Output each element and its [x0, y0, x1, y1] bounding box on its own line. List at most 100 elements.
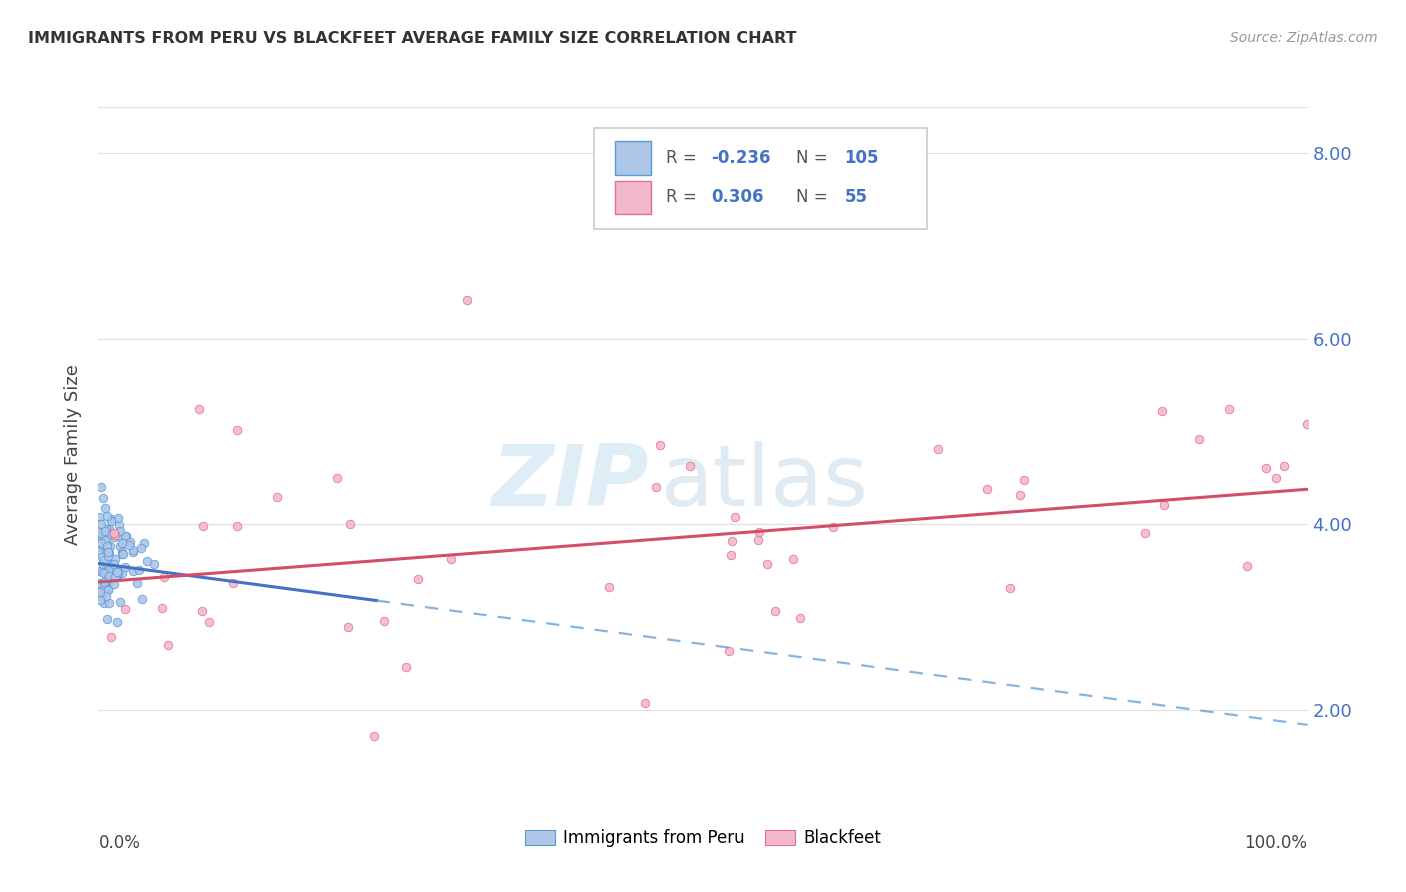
Point — [645, 480, 668, 494]
Point — [107, 510, 129, 524]
Point — [94, 579, 117, 593]
Point — [150, 600, 173, 615]
Point — [89, 583, 111, 598]
Point — [634, 696, 657, 710]
Legend: Immigrants from Peru, Blackfeet: Immigrants from Peru, Blackfeet — [519, 822, 887, 854]
Point — [1218, 401, 1240, 416]
Point — [1236, 559, 1258, 574]
Point — [1265, 471, 1288, 485]
Point — [1012, 473, 1035, 487]
Text: 0.306: 0.306 — [711, 188, 763, 206]
Point — [98, 539, 121, 553]
Point — [91, 557, 114, 571]
Point — [976, 482, 998, 496]
Point — [266, 490, 288, 504]
Point — [104, 570, 127, 584]
Point — [93, 533, 115, 548]
Point — [789, 611, 811, 625]
Point — [127, 576, 149, 591]
Point — [93, 525, 115, 540]
Point — [111, 547, 134, 561]
Text: N =: N = — [796, 188, 832, 206]
Point — [105, 565, 128, 579]
Point — [98, 546, 121, 560]
Text: ZIP: ZIP — [491, 442, 648, 524]
Point — [96, 565, 118, 579]
Point — [104, 561, 127, 575]
Point — [97, 545, 120, 559]
Point — [114, 559, 136, 574]
Point — [96, 522, 118, 536]
Point — [94, 582, 117, 597]
Point — [97, 522, 120, 536]
Point — [91, 536, 114, 550]
Point — [1000, 582, 1022, 596]
Point — [96, 612, 118, 626]
Text: 0.0%: 0.0% — [98, 834, 141, 852]
Point — [93, 575, 115, 590]
Point — [120, 535, 142, 549]
Point — [782, 551, 804, 566]
Point — [96, 580, 118, 594]
Point — [93, 596, 115, 610]
Point — [97, 567, 120, 582]
Text: N =: N = — [796, 149, 832, 167]
Point — [96, 537, 118, 551]
Text: -0.236: -0.236 — [711, 149, 770, 167]
Point — [721, 533, 744, 548]
Point — [97, 545, 120, 559]
Point — [408, 572, 430, 586]
Text: R =: R = — [665, 149, 702, 167]
Point — [110, 524, 132, 538]
Point — [96, 589, 118, 603]
Text: R =: R = — [665, 188, 702, 206]
Point — [90, 536, 112, 550]
Point — [90, 480, 112, 494]
Point — [191, 604, 214, 618]
Point — [89, 541, 111, 555]
Point — [748, 524, 770, 539]
Bar — [614, 181, 651, 214]
Point — [118, 538, 141, 552]
Point — [763, 604, 786, 618]
Point — [336, 620, 359, 634]
Point — [96, 557, 118, 571]
Text: IMMIGRANTS FROM PERU VS BLACKFEET AVERAGE FAMILY SIZE CORRELATION CHART: IMMIGRANTS FROM PERU VS BLACKFEET AVERAG… — [28, 31, 797, 46]
Point — [122, 545, 145, 559]
Point — [103, 526, 125, 541]
Point — [747, 533, 769, 548]
Point — [96, 584, 118, 599]
Point — [131, 592, 153, 607]
Bar — [614, 141, 651, 175]
Point — [142, 557, 165, 571]
Point — [395, 659, 418, 673]
Point — [96, 543, 118, 558]
Point — [90, 526, 112, 541]
Point — [93, 566, 115, 580]
Y-axis label: Average Family Size: Average Family Size — [63, 365, 82, 545]
Point — [94, 575, 117, 590]
Point — [94, 501, 117, 516]
Point — [98, 569, 121, 583]
Point — [89, 564, 111, 578]
Point — [136, 554, 159, 568]
Point — [114, 529, 136, 543]
Point — [89, 590, 111, 604]
Point — [114, 602, 136, 616]
Point — [363, 729, 385, 743]
Point — [98, 569, 121, 583]
Point — [91, 531, 114, 545]
Text: Source: ZipAtlas.com: Source: ZipAtlas.com — [1230, 31, 1378, 45]
Point — [104, 562, 127, 576]
Point — [111, 566, 134, 580]
Point — [103, 557, 125, 571]
Point — [89, 575, 111, 590]
Point — [187, 401, 209, 416]
Point — [108, 529, 131, 543]
Point — [110, 545, 132, 559]
Point — [90, 549, 112, 564]
Point — [198, 615, 221, 629]
Point — [94, 583, 117, 598]
Point — [222, 576, 245, 591]
Point — [191, 519, 214, 533]
